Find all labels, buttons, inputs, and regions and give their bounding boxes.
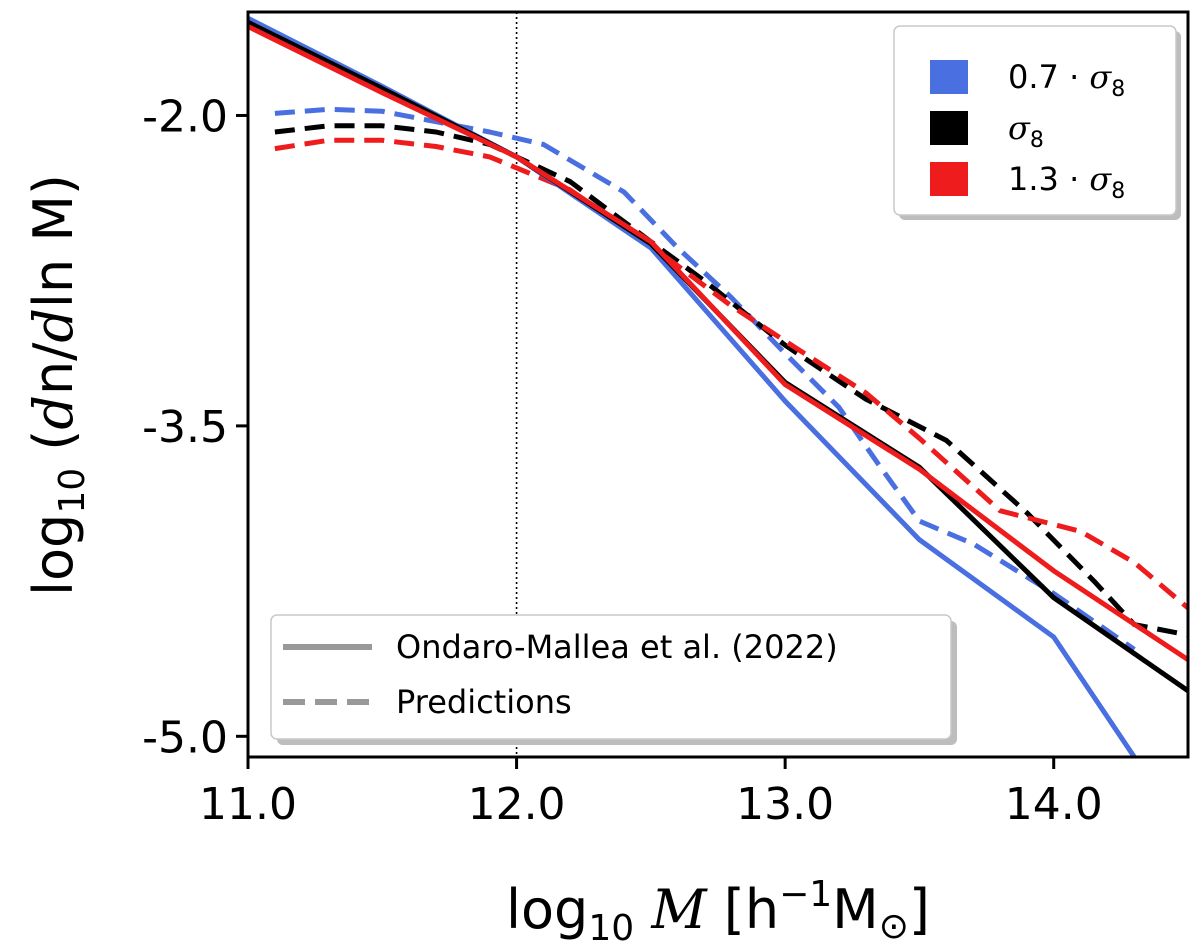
legend-swatch bbox=[930, 111, 968, 145]
y-axis-label: log10 (dn/dln M) bbox=[22, 174, 93, 596]
plot-frame bbox=[246, 10, 1190, 759]
legend-swatch bbox=[930, 162, 968, 196]
series-line-2 bbox=[248, 24, 1188, 662]
y-tick-label: -2.0 bbox=[142, 91, 228, 142]
y-tick-label: -5.0 bbox=[142, 712, 228, 763]
line-style-legend: Ondaro-Mallea et al. (2022) Predictions bbox=[270, 614, 957, 745]
series-line-5 bbox=[274, 137, 1188, 610]
x-axis-label: log10 M [h−1M⊙] bbox=[506, 874, 930, 948]
series-line-3 bbox=[274, 106, 1136, 652]
x-tick-label: 13.0 bbox=[736, 779, 834, 830]
plot-area bbox=[248, 12, 1188, 757]
legend-label: 0.7 · σ8 bbox=[1008, 58, 1125, 102]
x-tick-label: 14.0 bbox=[1005, 779, 1103, 830]
axis-ticks: 11.0 12.0 13.0 14.0 -2.0 -3.5 -5.0 bbox=[142, 91, 1103, 830]
series-line-4 bbox=[274, 123, 1188, 638]
x-tick-label: 12.0 bbox=[468, 779, 566, 830]
legend-label: Predictions bbox=[396, 683, 572, 721]
sigma8-legend: 0.7 · σ8 σ8 1.3 · σ8 bbox=[893, 25, 1181, 220]
x-tick-label: 11.0 bbox=[199, 779, 297, 830]
y-tick-label: -3.5 bbox=[142, 402, 228, 453]
legend-label: Ondaro-Mallea et al. (2022) bbox=[396, 628, 838, 666]
legend-label: σ8 bbox=[1008, 109, 1044, 153]
legend-swatch bbox=[930, 60, 968, 94]
legend-label: 1.3 · σ8 bbox=[1008, 160, 1125, 204]
